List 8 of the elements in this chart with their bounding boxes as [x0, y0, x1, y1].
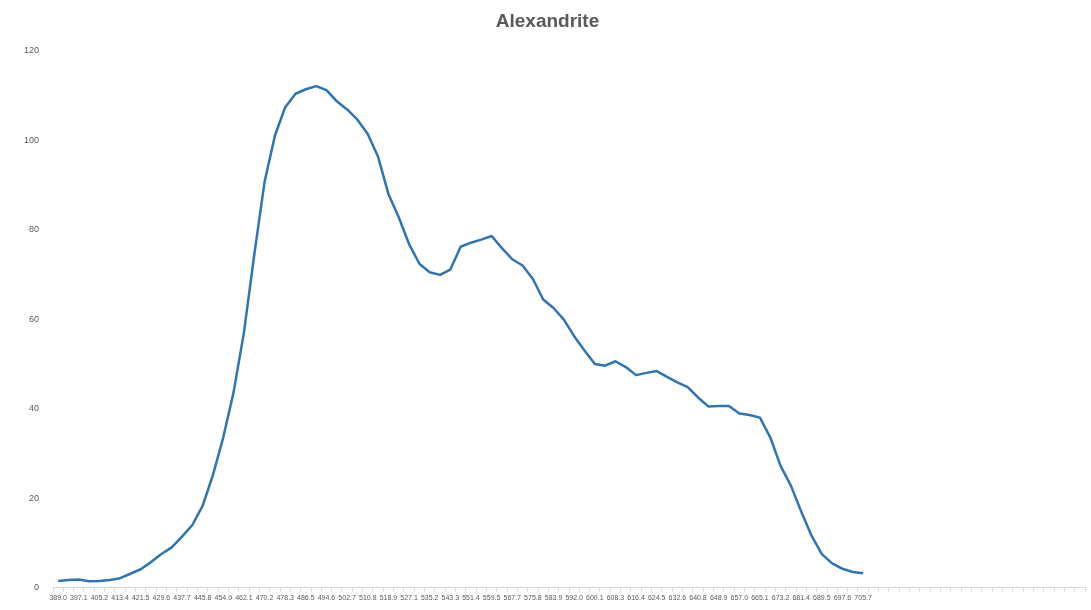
y-tick-label: 20 — [29, 492, 40, 503]
y-tick-label: 120 — [23, 45, 40, 56]
y-tick-label: 0 — [34, 582, 40, 593]
y-tick-label: 60 — [29, 313, 40, 324]
y-tick-label: 80 — [29, 224, 40, 235]
y-tick-label: 100 — [23, 134, 40, 145]
chart-title: Alexandrite — [495, 9, 600, 31]
y-tick-label: 40 — [29, 403, 40, 414]
